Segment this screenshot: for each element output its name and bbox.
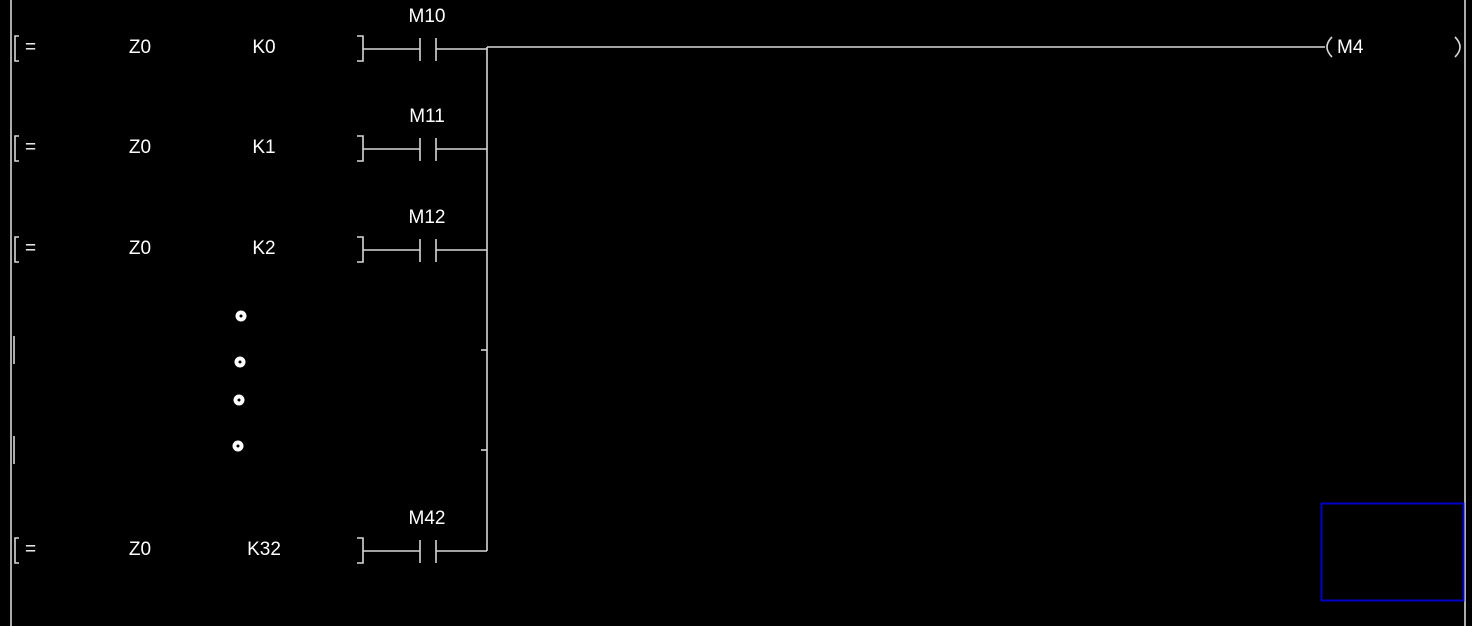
compare-value: K2 — [252, 238, 275, 259]
compare-open-bracket — [14, 537, 19, 564]
compare-value: K1 — [252, 137, 275, 158]
compare-close-bracket — [357, 236, 364, 263]
coil-label: M4 — [1337, 37, 1364, 58]
output-coil[interactable]: M4 — [487, 36, 1461, 58]
compare-open-bracket — [14, 35, 19, 62]
compare-source: Z0 — [129, 238, 151, 259]
contact-label: M11 — [409, 106, 445, 127]
compare-open-bracket — [14, 135, 19, 162]
contact-label: M12 — [409, 207, 446, 228]
compare-source: Z0 — [129, 137, 151, 158]
coil-right-paren — [1454, 36, 1461, 58]
compare-operator: = — [25, 137, 36, 158]
contact-label: M10 — [409, 6, 446, 27]
compare-operator: = — [25, 238, 36, 259]
compare-close-bracket — [357, 537, 364, 564]
ellipsis-dot-center — [236, 444, 240, 448]
coil-left-paren — [1326, 36, 1333, 58]
compare-value: K0 — [252, 37, 275, 58]
ellipsis-dot-center — [237, 398, 241, 402]
compare-value: K32 — [247, 539, 281, 560]
cursor-selection[interactable] — [1320, 502, 1465, 602]
compare-operator: = — [25, 539, 36, 560]
compare-close-bracket — [357, 135, 364, 162]
contact-label: M42 — [409, 508, 446, 529]
ellipsis-dot-center — [239, 314, 243, 318]
compare-open-bracket — [14, 236, 19, 263]
ellipsis-dot-center — [238, 360, 242, 364]
compare-close-bracket — [357, 35, 364, 62]
compare-operator: = — [25, 37, 36, 58]
compare-source: Z0 — [129, 539, 151, 560]
compare-source: Z0 — [129, 37, 151, 58]
